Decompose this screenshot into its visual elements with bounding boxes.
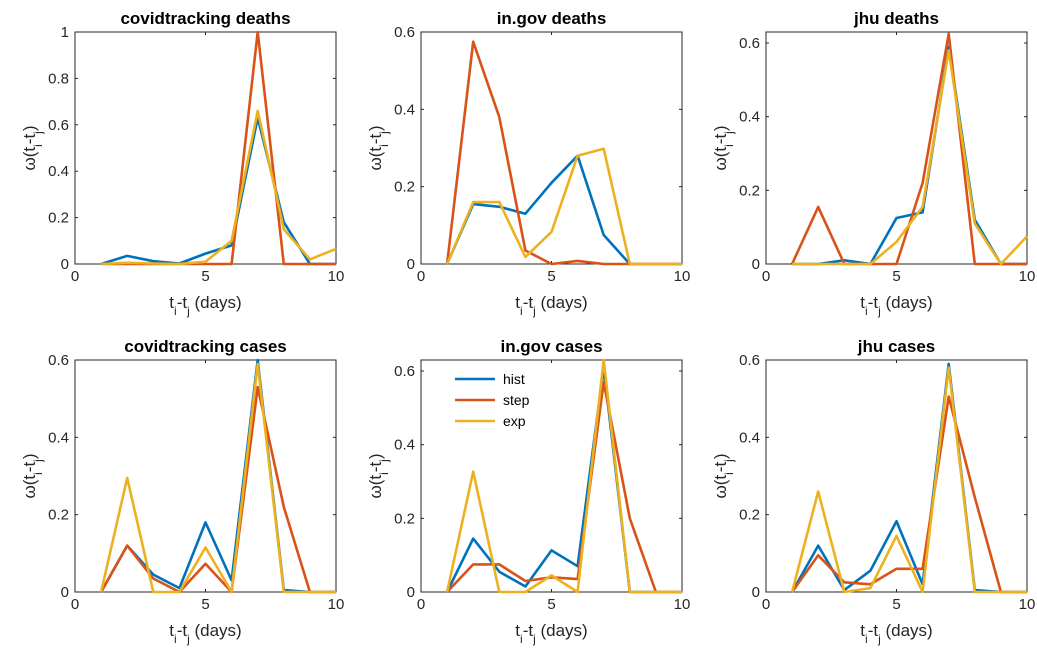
- y-tick-label: 0.2: [739, 182, 760, 199]
- y-tick-label: 0.6: [394, 24, 415, 41]
- subplot-title: covidtracking cases: [124, 337, 287, 356]
- x-axis-label: ti-tj (days): [169, 621, 241, 646]
- subplot-5: 0 5 10 0 0.2 0.4 0.6 in.gov cases ti-tj (days) ω(…: [366, 337, 690, 646]
- x-tick-label: 0: [762, 596, 770, 613]
- x-tick-label: 0: [71, 596, 79, 613]
- y-tick-label: 0.2: [48, 210, 69, 227]
- y-tick-label: 0: [752, 256, 760, 273]
- series-line-step: [791, 395, 1027, 594]
- y-tick-label: 0.4: [48, 429, 69, 446]
- y-tick-label: 0.4: [394, 437, 415, 454]
- y-tick-label: 0.2: [394, 510, 415, 527]
- series-line-step: [99, 385, 336, 594]
- y-tick-label: 0.4: [739, 109, 760, 126]
- x-tick-label: 0: [417, 268, 425, 285]
- y-tick-label: 0.6: [394, 363, 415, 380]
- y-tick-label: 0.6: [739, 352, 760, 369]
- y-tick-label: 0.2: [394, 179, 415, 196]
- y-tick-label: 0.4: [48, 163, 69, 180]
- legend-label-step: step: [503, 392, 530, 408]
- series-line-hist: [445, 154, 682, 266]
- y-tick-label: 0.4: [739, 429, 760, 446]
- x-tick-label: 0: [417, 596, 425, 613]
- subplot-title: covidtracking deaths: [120, 9, 290, 28]
- x-axis-label: ti-tj (days): [860, 293, 932, 318]
- series-line-hist: [100, 116, 336, 266]
- y-tick-label: 0.6: [739, 35, 760, 52]
- x-axis-label: ti-tj (days): [515, 293, 587, 318]
- series-line-exp: [792, 49, 1028, 266]
- x-tick-label: 10: [674, 268, 691, 285]
- subplot-title: in.gov deaths: [497, 9, 607, 28]
- x-axis-label: ti-tj (days): [860, 621, 932, 646]
- x-axis-label: ti-tj (days): [169, 293, 241, 318]
- x-tick-label: 10: [1019, 268, 1036, 285]
- subplot-4: 0 5 10 0 0.2 0.4 0.6 covidtracking cases ti-tj (…: [20, 337, 344, 646]
- y-tick-label: 0.6: [48, 117, 69, 134]
- x-tick-label: 0: [71, 268, 79, 285]
- subplot-2: 0 5 10 0 0.2 0.4 0.6 in.gov deaths ti-tj (days) ω…: [366, 9, 690, 318]
- series-line-exp: [790, 366, 1027, 594]
- y-tick-label: 0.4: [394, 101, 415, 118]
- y-tick-label: 1: [61, 24, 69, 41]
- subplot-3: 0 5 10 0 0.2 0.4 0.6 jhu deaths ti-tj (days) ω(ti…: [711, 9, 1035, 318]
- x-tick-label: 0: [762, 268, 770, 285]
- series-line-exp: [99, 362, 336, 594]
- axes-box: [74, 359, 337, 593]
- y-tick-label: 0: [61, 256, 69, 273]
- x-tick-label: 10: [328, 268, 345, 285]
- subplot-title: jhu deaths: [853, 9, 939, 28]
- x-axis-label: ti-tj (days): [515, 621, 587, 646]
- x-tick-label: 5: [547, 268, 555, 285]
- x-tick-label: 10: [1019, 596, 1036, 613]
- subplot-title: in.gov cases: [500, 337, 602, 356]
- series-line-hist: [792, 45, 1027, 266]
- subplot-title: jhu cases: [857, 337, 936, 356]
- x-tick-label: 5: [201, 596, 209, 613]
- x-tick-label: 10: [328, 596, 345, 613]
- subplot-1: 0 5 10 0 0.2 0.4 0.6 0.8 1 covidtracking deaths ti…: [20, 9, 344, 318]
- y-tick-label: 0.2: [739, 507, 760, 524]
- series-line-step: [790, 32, 1027, 266]
- y-axis-label: ω(ti-tj): [366, 453, 391, 498]
- y-tick-label: 0.2: [48, 507, 69, 524]
- y-axis-label: ω(ti-tj): [711, 453, 736, 498]
- series-line-step: [101, 30, 336, 266]
- y-tick-label: 0: [407, 584, 415, 601]
- series-line-exp: [101, 109, 337, 266]
- y-tick-label: 0.6: [48, 352, 69, 369]
- x-tick-label: 5: [201, 268, 209, 285]
- axes-box: [765, 359, 1028, 593]
- x-tick-label: 5: [892, 596, 900, 613]
- series-line-exp: [445, 358, 682, 594]
- subplot-6: 0 5 10 0 0.2 0.4 0.6 jhu cases ti-tj (days) ω(ti-…: [711, 337, 1035, 646]
- y-axis-label: ω(ti-tj): [711, 125, 736, 170]
- y-tick-label: 0: [61, 584, 69, 601]
- x-tick-label: 10: [674, 596, 691, 613]
- axes-box: [74, 31, 337, 265]
- x-tick-label: 5: [547, 596, 555, 613]
- y-tick-label: 0.8: [48, 70, 69, 87]
- y-axis-label: ω(ti-tj): [20, 453, 45, 498]
- y-tick-label: 0: [407, 256, 415, 273]
- series-line-exp: [445, 147, 682, 266]
- x-tick-label: 5: [892, 268, 900, 285]
- axes-box: [765, 31, 1028, 265]
- legend-label-hist: hist: [503, 371, 525, 387]
- legend: hist step exp: [455, 371, 530, 429]
- y-axis-label: ω(ti-tj): [366, 125, 391, 170]
- series-line-step: [446, 380, 682, 594]
- y-tick-label: 0: [752, 584, 760, 601]
- legend-label-exp: exp: [503, 413, 526, 429]
- series-line-step: [445, 40, 682, 266]
- y-axis-label: ω(ti-tj): [20, 125, 45, 170]
